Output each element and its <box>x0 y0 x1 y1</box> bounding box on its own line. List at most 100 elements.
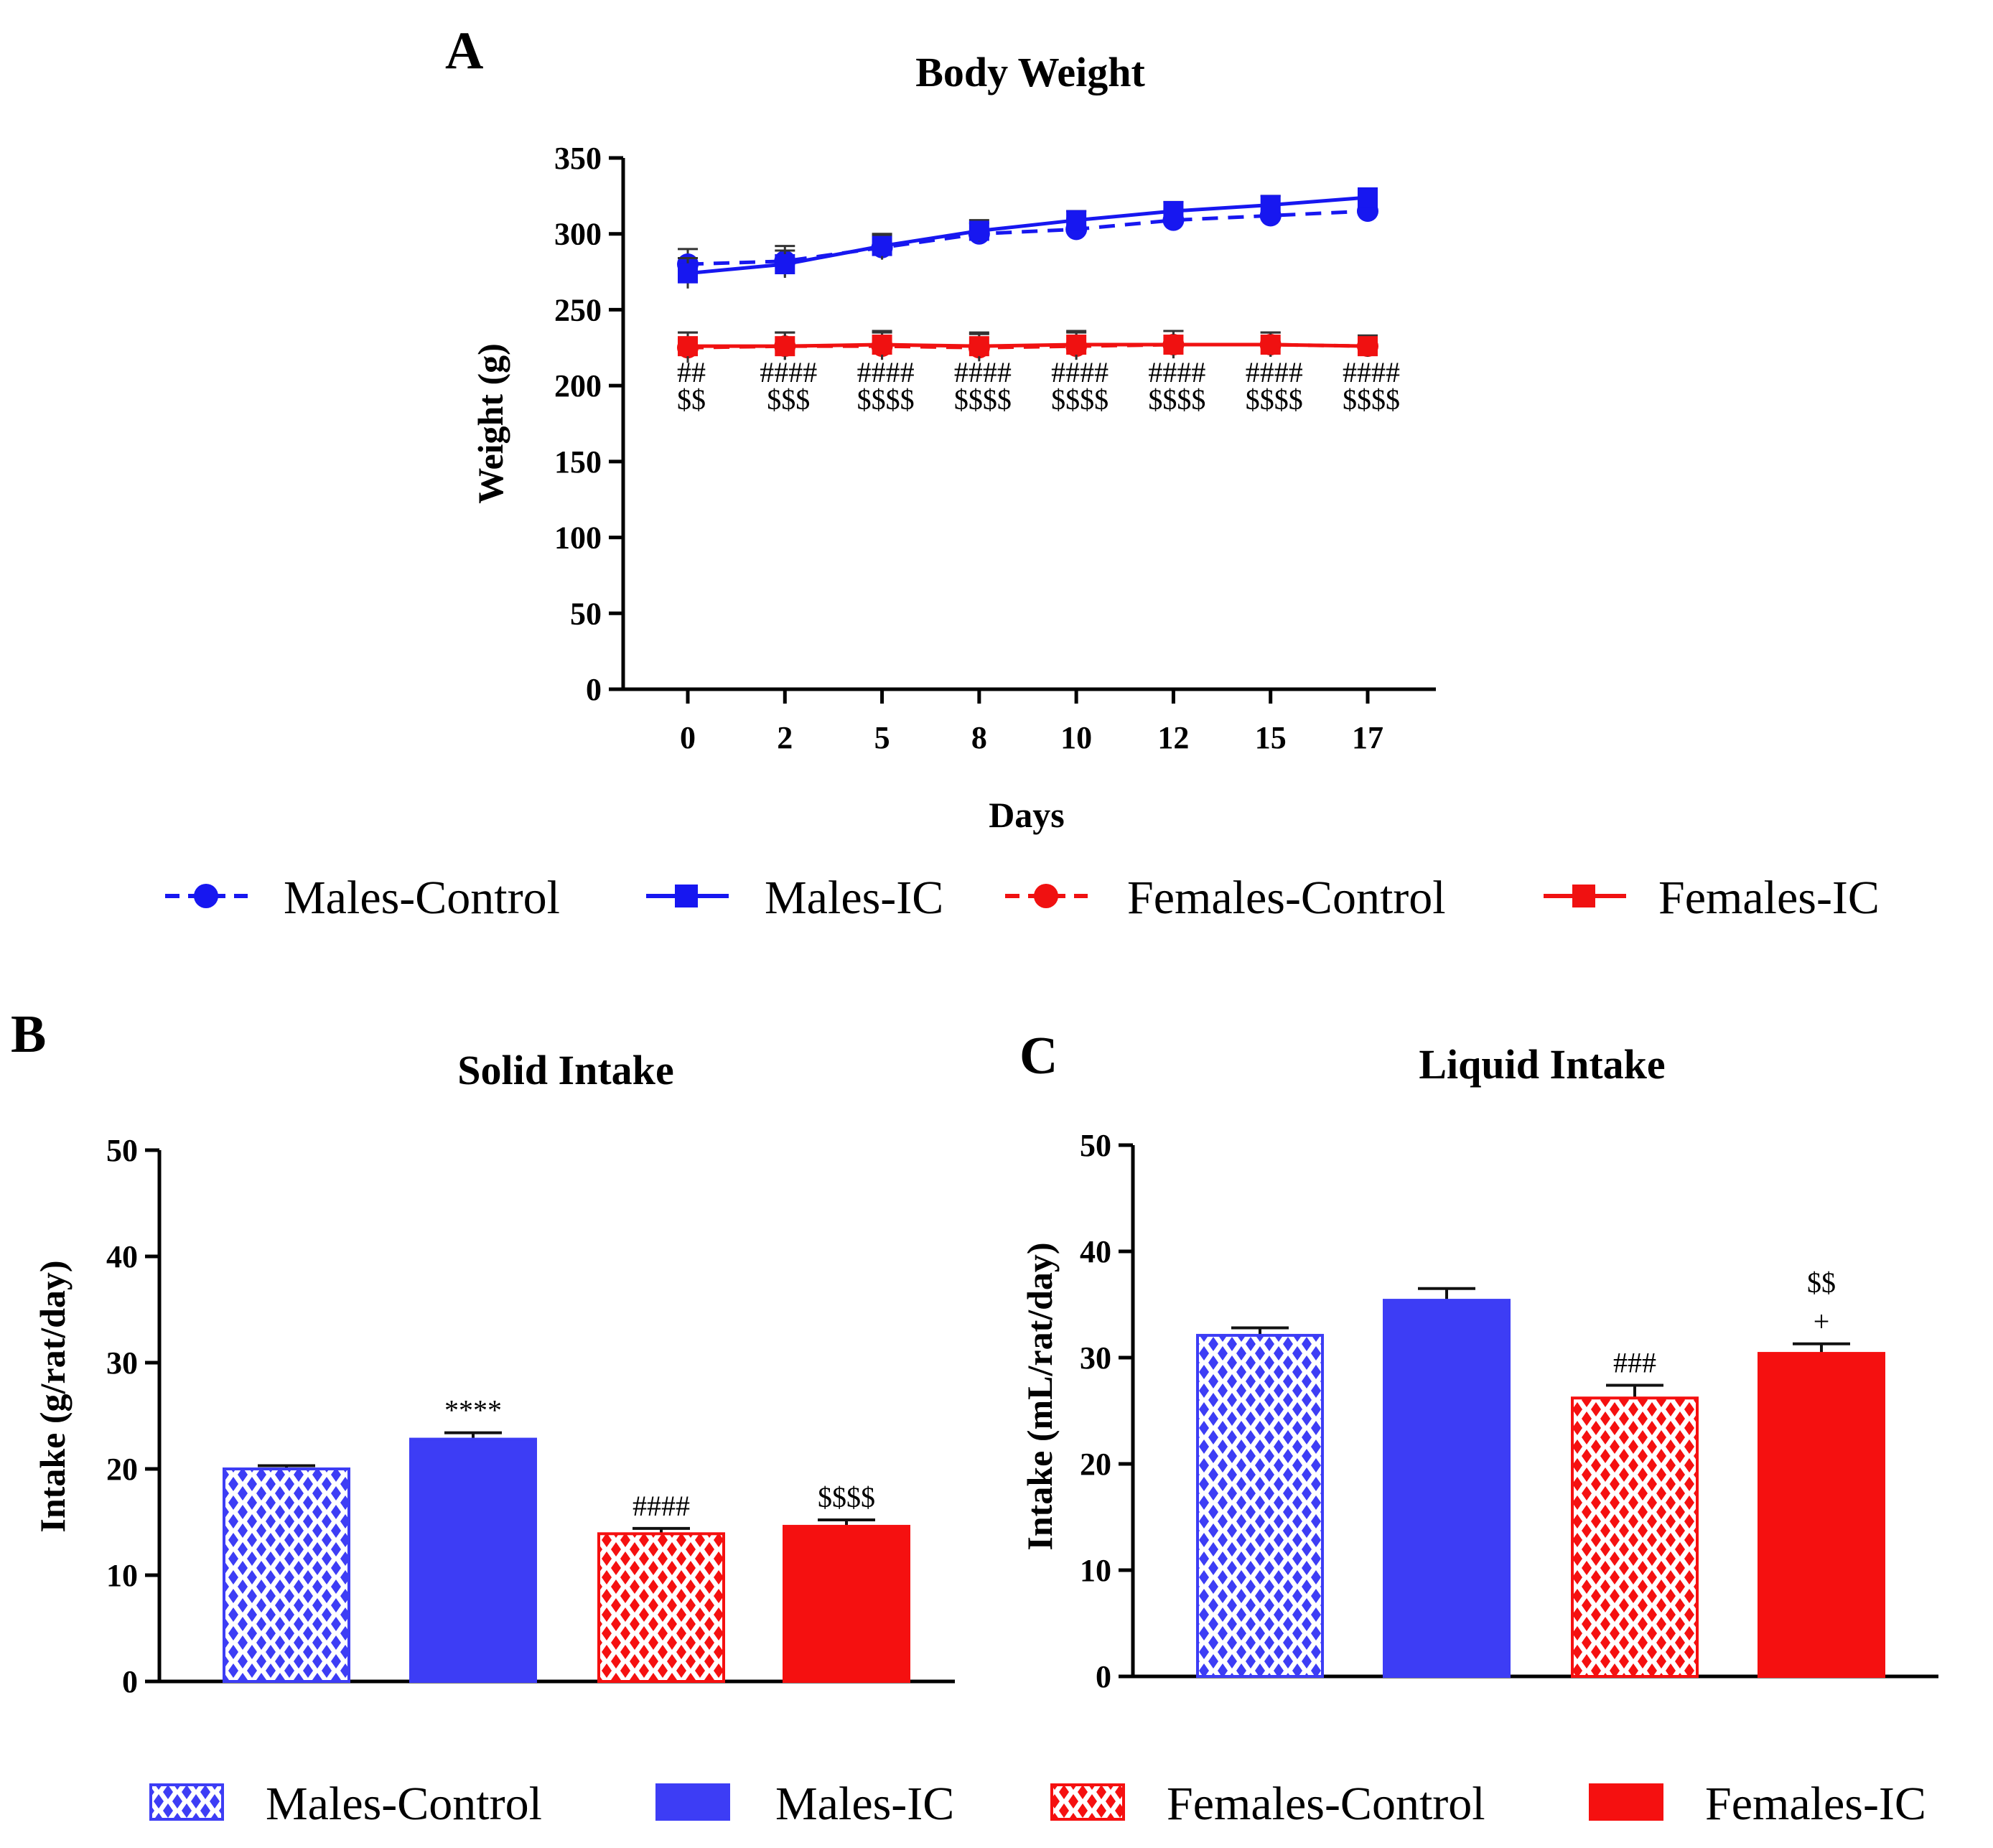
legend-swatch <box>149 1783 224 1821</box>
panel-a-title: Body Weight <box>915 49 1145 95</box>
x-tick-label: 8 <box>971 720 987 755</box>
data-point <box>1358 336 1378 357</box>
series-line <box>687 209 1368 266</box>
legend-marker <box>675 885 698 907</box>
panel-c-letter: C <box>1019 1027 1058 1086</box>
legend-marker <box>1572 885 1595 907</box>
solid-intake-chart: 0 10 20 30 40 50 **** #### $$$$ <box>106 1133 955 1699</box>
panel-b-ylabel: Intake (g/rat/day) <box>32 1260 73 1532</box>
data-point <box>1066 210 1087 230</box>
x-tick-label: 12 <box>1157 720 1189 755</box>
significance-dollar: $$$$ <box>1343 383 1400 416</box>
y-tick-label: 10 <box>106 1558 138 1593</box>
significance-label: ### <box>1613 1346 1656 1378</box>
significance-hash: ## <box>677 356 706 388</box>
legend-label: Females-Control <box>1127 872 1446 924</box>
bar-males-ic <box>1383 1299 1511 1678</box>
bar-legend: Males-Control Males-IC Females-Control Fema… <box>149 1778 1926 1830</box>
legend-label: Males-IC <box>765 872 943 924</box>
y-tick-label: 20 <box>1080 1447 1111 1482</box>
legend-label: Females-Control <box>1167 1778 1485 1830</box>
bar-males-ic <box>409 1437 537 1684</box>
x-tick-label: 17 <box>1352 720 1383 755</box>
panel-c-ylabel: Intake (mL/rat/day) <box>1019 1242 1060 1550</box>
data-point <box>678 263 698 284</box>
significance-dollar: $$$$ <box>1051 383 1108 416</box>
bar-males-control <box>223 1467 350 1683</box>
panel-a-xlabel: Days <box>989 795 1065 835</box>
line-legend: Males-Control Males-IC Females-Control Fema… <box>165 872 1880 924</box>
y-tick-label: 0 <box>122 1664 138 1699</box>
significance-dollar: $$$$ <box>954 383 1012 416</box>
significance-dollar: $$$$ <box>1148 383 1205 416</box>
data-point <box>1260 335 1281 355</box>
significance-dollar: $$$ <box>767 383 810 416</box>
panel-a-ylabel: Weight (g) <box>470 343 510 504</box>
significance-dollar: $$ <box>677 383 706 416</box>
legend-swatch <box>1589 1783 1663 1821</box>
y-tick-label: 50 <box>106 1133 138 1168</box>
data-point <box>872 335 892 355</box>
significance-hash: #### <box>1246 356 1303 388</box>
panel-b-letter: B <box>11 1005 46 1064</box>
y-tick-label: 30 <box>106 1345 138 1381</box>
legend-marker <box>194 884 218 908</box>
significance-label: $$$$ <box>818 1481 875 1513</box>
significance-dollar: $$$$ <box>857 383 915 416</box>
series-line <box>687 195 1368 276</box>
y-tick-label: 40 <box>106 1239 138 1274</box>
y-tick-label: 30 <box>1080 1340 1111 1376</box>
data-point <box>775 254 795 274</box>
data-point <box>969 220 989 241</box>
legend-label: Males-IC <box>775 1778 954 1830</box>
y-tick-label: 20 <box>106 1452 138 1487</box>
data-point <box>872 235 892 256</box>
panel-a-letter: A <box>445 22 483 80</box>
legend-label: Females-IC <box>1658 872 1880 924</box>
panel-b-title: Solid Intake <box>457 1047 673 1093</box>
panel-c-title: Liquid Intake <box>1419 1041 1665 1088</box>
body-weight-chart: 0 50 100 150 200 250 300 350 0 2 5 8 10 12 15 17 ##$$ ###… <box>554 141 1436 755</box>
significance-label: + <box>1814 1305 1830 1338</box>
y-tick-label: 0 <box>1096 1659 1111 1694</box>
series-females-ic <box>678 330 1378 360</box>
significance-hash: #### <box>1343 356 1400 388</box>
data-point <box>1260 195 1281 215</box>
significance-hash: #### <box>1051 356 1108 388</box>
data-point <box>1066 335 1087 355</box>
significance-hash: #### <box>954 356 1012 388</box>
y-tick-label: 100 <box>554 521 602 556</box>
bar-females-control <box>1571 1396 1699 1678</box>
significance-hash: #### <box>1148 356 1205 388</box>
liquid-intake-chart: 0 10 20 30 40 50 ### + $$ <box>1080 1128 1938 1694</box>
data-point <box>969 336 989 357</box>
y-tick-label: 40 <box>1080 1234 1111 1269</box>
y-tick-label: 0 <box>586 672 602 707</box>
legend-marker <box>1034 884 1058 908</box>
data-point <box>1163 201 1184 221</box>
y-tick-label: 50 <box>1080 1128 1111 1163</box>
legend-swatch <box>655 1783 730 1821</box>
x-tick-label: 2 <box>777 720 793 755</box>
legend-label: Males-Control <box>284 872 560 924</box>
series-males-ic <box>678 187 1378 289</box>
x-tick-label: 15 <box>1255 720 1287 755</box>
series-line <box>688 342 1368 348</box>
x-tick-label: 0 <box>680 720 696 755</box>
y-tick-label: 200 <box>554 368 602 403</box>
data-point <box>1358 187 1378 207</box>
legend-swatch <box>1050 1783 1125 1821</box>
bar-females-ic <box>783 1524 910 1683</box>
significance-hash: #### <box>857 356 915 388</box>
y-tick-label: 300 <box>554 217 602 252</box>
significance-hash: #### <box>760 356 817 388</box>
data-point <box>678 336 698 357</box>
y-tick-label: 350 <box>554 141 602 176</box>
data-point <box>775 336 795 357</box>
significance-label: #### <box>633 1490 690 1522</box>
bar-males-control <box>1196 1333 1324 1679</box>
significance-dollar: $$$$ <box>1246 383 1303 416</box>
bar-females-ic <box>1758 1352 1885 1678</box>
y-tick-label: 10 <box>1080 1553 1111 1588</box>
